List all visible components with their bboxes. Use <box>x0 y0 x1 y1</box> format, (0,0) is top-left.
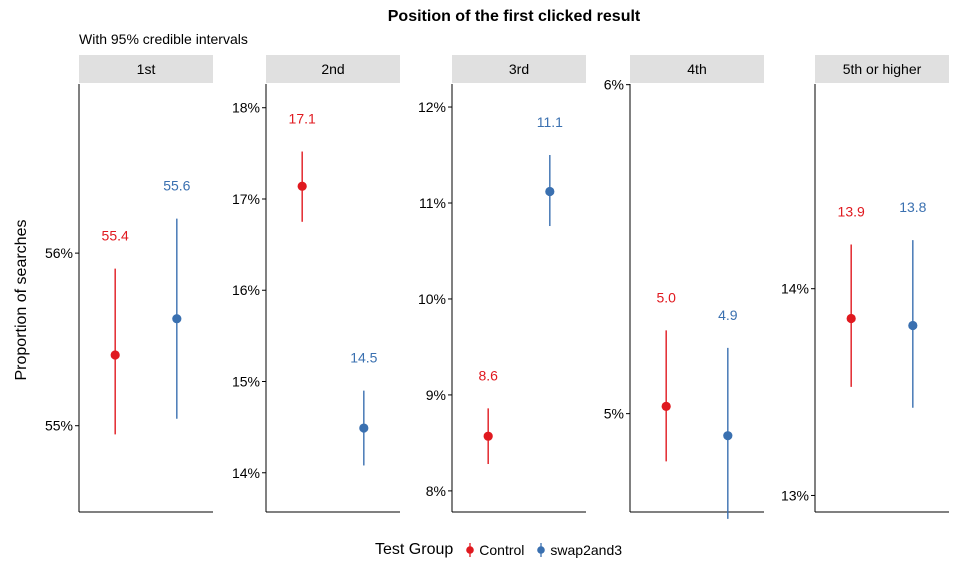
y-tick-label: 14% <box>232 465 260 481</box>
y-tick-label: 55% <box>45 418 73 434</box>
point-estimate <box>723 431 733 441</box>
legend: Test Group Control swap2and3 <box>375 541 626 559</box>
data-label: 17.1 <box>289 111 316 127</box>
facet-strip <box>79 55 213 83</box>
facet-strip <box>630 55 764 83</box>
data-label: 13.9 <box>838 203 865 219</box>
legend-key-control <box>466 543 475 557</box>
legend-item-swap2and3: swap2and3 <box>534 541 622 559</box>
facet-strip <box>815 55 949 83</box>
y-tick-label: 14% <box>781 281 809 297</box>
facet-strip <box>266 55 400 83</box>
point-estimate <box>297 181 307 191</box>
facet-strip-label: 3rd <box>509 61 529 77</box>
data-label: 13.8 <box>899 199 926 215</box>
y-tick-label: 12% <box>418 99 446 115</box>
y-tick-label: 9% <box>426 387 446 403</box>
point-estimate <box>483 431 493 441</box>
data-label: 5.0 <box>656 289 676 305</box>
legend-title: Test Group <box>375 541 454 558</box>
legend-item-control: Control <box>463 541 524 559</box>
y-tick-label: 11% <box>419 195 446 211</box>
point-estimate <box>661 401 671 411</box>
legend-label-swap2and3: swap2and3 <box>550 542 623 558</box>
data-label: 8.6 <box>478 367 498 383</box>
y-tick-label: 15% <box>232 374 260 390</box>
facet-strip <box>452 55 586 83</box>
point-estimate <box>110 350 120 360</box>
y-tick-label: 8% <box>426 483 446 499</box>
point-estimate <box>545 186 555 197</box>
facet-strip-label: 4th <box>687 61 706 77</box>
data-label: 14.5 <box>350 350 377 366</box>
facet-strip-label: 2nd <box>321 61 344 77</box>
data-label: 55.6 <box>163 178 190 194</box>
y-tick-label: 16% <box>232 282 260 298</box>
point-estimate <box>908 320 918 331</box>
data-label: 4.9 <box>718 307 738 323</box>
facet-strip-label: 1st <box>137 61 156 77</box>
data-label: 55.4 <box>102 228 129 244</box>
y-tick-label: 18% <box>232 100 260 116</box>
data-label: 11.1 <box>537 114 563 130</box>
y-tick-label: 6% <box>604 77 624 93</box>
point-estimate <box>172 314 182 324</box>
y-tick-label: 5% <box>604 406 624 422</box>
point-estimate <box>359 423 369 433</box>
chart-subtitle: With 95% credible intervals <box>79 31 248 47</box>
y-tick-label: 13% <box>781 487 809 503</box>
y-tick-label: 10% <box>418 291 446 307</box>
point-estimate <box>846 313 856 324</box>
legend-label-control: Control <box>479 542 525 558</box>
y-tick-label: 17% <box>232 191 260 207</box>
legend-key-swap2and3 <box>537 543 546 557</box>
chart-title: Position of the first clicked result <box>387 8 641 25</box>
facet-strip-label: 5th or higher <box>843 61 922 77</box>
y-tick-label: 56% <box>45 245 73 261</box>
